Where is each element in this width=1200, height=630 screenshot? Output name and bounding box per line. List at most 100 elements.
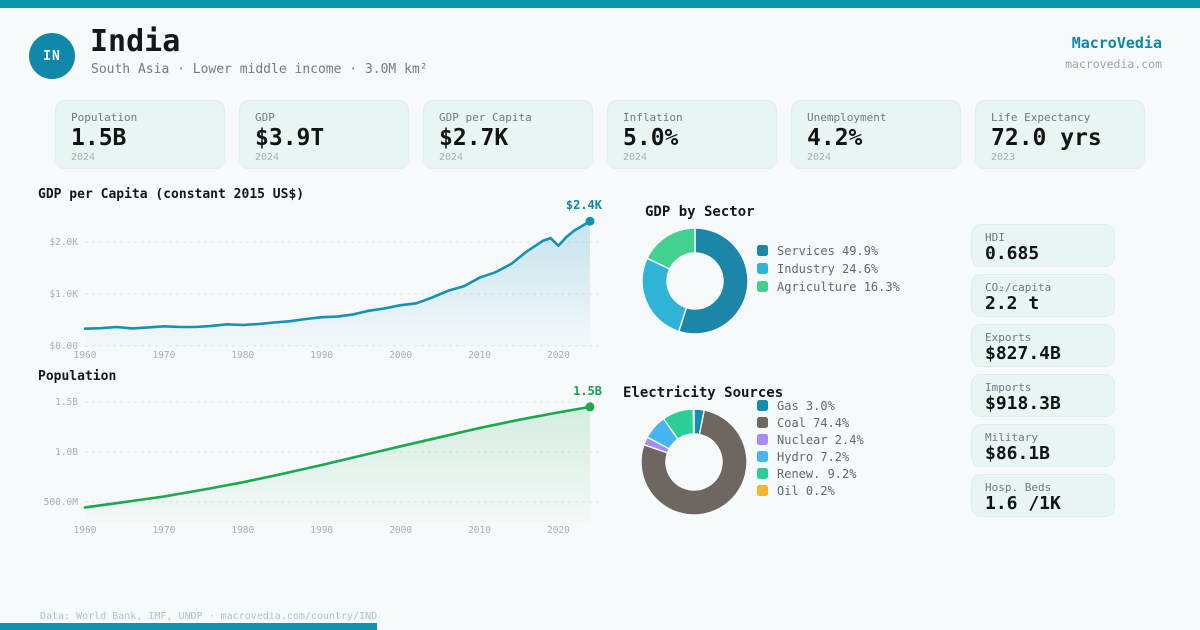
svg-text:2020: 2020 bbox=[547, 350, 570, 361]
svg-text:1970: 1970 bbox=[152, 525, 175, 536]
svg-text:1960: 1960 bbox=[74, 525, 97, 536]
page-title: India bbox=[90, 24, 181, 59]
side-label: Hosp. Beds bbox=[985, 481, 1052, 494]
legend-item-gas: Gas 3.0% bbox=[757, 398, 864, 413]
svg-text:$2.4K: $2.4K bbox=[566, 200, 603, 212]
side-value: 1.6 /1K bbox=[985, 493, 1061, 514]
legend-swatch bbox=[757, 417, 768, 428]
legend-label: Services 49.9% bbox=[777, 243, 879, 258]
country-flag-badge: IN bbox=[29, 33, 75, 79]
country-subtitle: South Asia · Lower middle income · 3.0M … bbox=[91, 62, 428, 77]
stat-card-gdp: GDP $3.9T 2024 bbox=[239, 100, 409, 169]
donut-slice-services bbox=[677, 228, 748, 334]
legend-item-hydro: Hydro 7.2% bbox=[757, 450, 864, 464]
gdp-sector-donut bbox=[642, 228, 748, 334]
stat-card-unemployment: Unemployment 4.2% 2024 bbox=[791, 100, 961, 169]
side-card-hosp-beds: Hosp. Beds 1.6 /1K bbox=[971, 474, 1115, 517]
side-label: Military bbox=[985, 431, 1038, 444]
svg-text:$1.0K: $1.0K bbox=[49, 289, 78, 300]
side-label: HDI bbox=[985, 231, 1005, 244]
legend-item-services: Services 49.9% bbox=[757, 243, 900, 258]
svg-text:1.5B: 1.5B bbox=[573, 384, 602, 398]
legend-swatch bbox=[757, 263, 768, 274]
gdp-per-capita-chart-title: GDP per Capita (constant 2015 US$) bbox=[38, 187, 305, 202]
data-source-note: Data: World Bank, IMF, UNDP · macrovedia… bbox=[40, 611, 378, 622]
electricity-donut-title: Electricity Sources bbox=[623, 385, 784, 401]
stat-label: GDP bbox=[255, 111, 275, 124]
legend-swatch bbox=[757, 468, 768, 479]
stat-value: 4.2% bbox=[807, 125, 863, 151]
population-chart-title: Population bbox=[38, 369, 117, 384]
donut-slice-agriculture bbox=[646, 228, 696, 270]
legend-label: Oil 0.2% bbox=[777, 483, 835, 498]
svg-text:500.0M: 500.0M bbox=[44, 497, 79, 508]
legend-label: Industry 24.6% bbox=[777, 261, 879, 276]
stat-label: Unemployment bbox=[807, 111, 887, 124]
donut-slice-coal bbox=[641, 409, 747, 515]
side-cards-column: HDI 0.685 CO₂/capita 2.2 t Exports $827.… bbox=[971, 224, 1115, 517]
side-card-hdi: HDI 0.685 bbox=[971, 224, 1115, 267]
legend-label: Coal 74.4% bbox=[777, 415, 850, 430]
svg-text:1.5B: 1.5B bbox=[55, 397, 78, 408]
gdp-per-capita-chart: $0.00 $1.0K $2.0K 1960 1970 1980 1990 2000 2010 2… bbox=[49, 200, 603, 361]
side-card-military: Military $86.1B bbox=[971, 424, 1115, 467]
stat-year: 2024 bbox=[623, 152, 648, 164]
side-value: 0.685 bbox=[985, 243, 1040, 264]
legend-swatch bbox=[757, 245, 768, 256]
donut-slice-oil bbox=[692, 409, 695, 435]
svg-text:2020: 2020 bbox=[547, 525, 570, 536]
stat-value: 72.0 yrs bbox=[991, 125, 1102, 151]
stat-card-life-expectancy: Life Expectancy 72.0 yrs 2023 bbox=[975, 100, 1145, 169]
side-value: $86.1B bbox=[985, 443, 1051, 464]
stat-year: 2023 bbox=[991, 152, 1016, 164]
donut-slice-renew bbox=[662, 409, 695, 441]
svg-text:1960: 1960 bbox=[74, 350, 97, 361]
legend-item-oil: Oil 0.2% bbox=[757, 483, 864, 498]
legend-item-coal: Coal 74.4% bbox=[757, 415, 864, 430]
legend-item-industry: Industry 24.6% bbox=[757, 261, 900, 276]
stat-year: 2024 bbox=[807, 152, 832, 164]
side-label: Imports bbox=[985, 381, 1032, 394]
side-label: CO₂/capita bbox=[985, 281, 1052, 294]
stat-card-population: Population 1.5B 2024 bbox=[55, 100, 225, 169]
population-chart: 500.0M 1.0B 1.5B 1960 1970 1980 1990 2000 2010 20… bbox=[44, 384, 602, 536]
side-card-exports: Exports $827.4B bbox=[971, 324, 1115, 367]
brand-block: MacroVedia macrovedia.com bbox=[1065, 34, 1162, 71]
side-card-co2: CO₂/capita 2.2 t bbox=[971, 274, 1115, 317]
svg-text:2000: 2000 bbox=[389, 350, 412, 361]
stat-value: $3.9T bbox=[255, 125, 325, 151]
legend-swatch bbox=[757, 485, 768, 496]
legend-swatch bbox=[757, 434, 768, 445]
bottom-accent-bar bbox=[0, 623, 377, 630]
svg-text:$0.00: $0.00 bbox=[49, 341, 78, 352]
stat-cards-row: Population 1.5B 2024 GDP $3.9T 2024 GDP … bbox=[55, 100, 1145, 169]
legend-label: Renew. 9.2% bbox=[777, 466, 857, 481]
stat-value: 1.5B bbox=[71, 125, 127, 151]
stat-year: 2024 bbox=[439, 152, 464, 164]
svg-text:1990: 1990 bbox=[310, 525, 333, 536]
stat-card-inflation: Inflation 5.0% 2024 bbox=[607, 100, 777, 169]
stat-label: Inflation bbox=[623, 111, 683, 124]
legend-swatch bbox=[757, 400, 768, 411]
stat-card-gdp-per-capita: GDP per Capita $2.7K 2024 bbox=[423, 100, 593, 169]
svg-text:1990: 1990 bbox=[310, 350, 333, 361]
brand-name: MacroVedia bbox=[1071, 34, 1162, 52]
legend-label: Gas 3.0% bbox=[777, 398, 835, 413]
legend-item-agriculture: Agriculture 16.3% bbox=[757, 280, 900, 294]
stat-year: 2024 bbox=[71, 152, 96, 164]
side-label: Exports bbox=[985, 331, 1032, 344]
svg-text:$2.0K: $2.0K bbox=[49, 237, 78, 248]
svg-text:1980: 1980 bbox=[231, 350, 254, 361]
legend-label: Nuclear 2.4% bbox=[777, 432, 864, 447]
stat-year: 2024 bbox=[255, 152, 280, 164]
brand-site: macrovedia.com bbox=[1065, 57, 1162, 71]
legend-item-renew: Renew. 9.2% bbox=[757, 466, 864, 481]
donut-slice-industry bbox=[642, 257, 688, 333]
stat-label: Population bbox=[71, 111, 138, 124]
svg-text:1980: 1980 bbox=[231, 525, 254, 536]
electricity-legend: Gas 3.0% Coal 74.4% Nuclear 2.4% Hydro 7.2%… bbox=[757, 398, 864, 498]
side-card-imports: Imports $918.3B bbox=[971, 374, 1115, 417]
svg-text:2010: 2010 bbox=[468, 350, 491, 361]
side-value: 2.2 t bbox=[985, 293, 1040, 314]
legend-swatch bbox=[757, 281, 768, 292]
